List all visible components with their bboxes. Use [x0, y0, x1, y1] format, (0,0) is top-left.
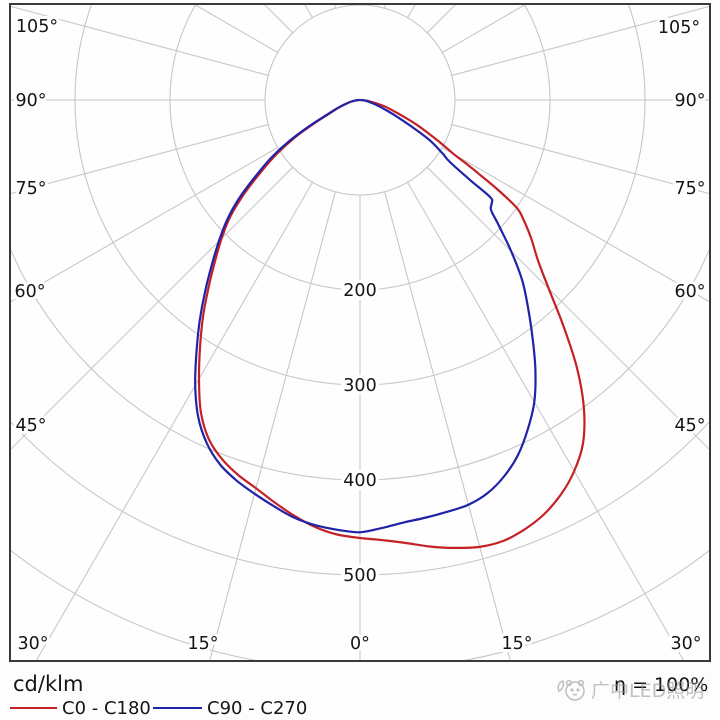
legend-label-c0-c180: C0 - C180	[62, 698, 151, 719]
grid-spoke-45	[426, 166, 710, 451]
curves	[194, 98, 586, 550]
polar-chart: 200 300 400 500 105° 90° 75° 60° 45° 30° 15° 0° 15° 3…	[9, 3, 711, 662]
angle-label-1: 90°	[15, 91, 46, 111]
angle-label-13: 90°	[674, 91, 705, 111]
legend-swatch-c0-c180	[10, 707, 57, 709]
grid-spoke-345	[209, 191, 336, 661]
grid-spoke-105	[451, 5, 710, 76]
unit-label: cd/klm	[13, 672, 84, 696]
legend-label-c90-c270: C90 - C270	[207, 698, 308, 719]
curve-c90-c270	[194, 98, 537, 534]
ring-label-300: 300	[343, 376, 376, 396]
grid-spoke-315	[10, 166, 294, 451]
grid-spoke-330	[35, 181, 313, 661]
watermark-logo-icon	[557, 679, 585, 701]
angle-label-3: 60°	[14, 282, 45, 302]
angle-label-5: 30°	[17, 634, 48, 654]
polar-chart-svg: 200 300 400 500 105° 90° 75° 60° 45° 30° 15° 0° 15° 3…	[9, 3, 711, 662]
ring-label-200: 200	[343, 281, 376, 301]
grid-spoke-300	[10, 147, 279, 303]
grid-spoke-30	[407, 181, 685, 661]
grid-spoke-285	[10, 124, 269, 195]
angle-label-6: 15°	[187, 634, 218, 654]
ring-label-400: 400	[343, 471, 376, 491]
angle-label-10: 45°	[674, 416, 705, 436]
angle-label-9: 30°	[670, 634, 701, 654]
ring-label-500: 500	[343, 566, 376, 586]
chart-legend: C0 - C180 C90 - C270	[0, 698, 520, 719]
angle-label-11: 60°	[674, 282, 705, 302]
grid-spoke-60	[441, 147, 710, 303]
curve-c0-c180	[197, 98, 586, 550]
legend-swatch-c90-c270	[153, 707, 202, 709]
angle-label-14: 105°	[658, 18, 700, 38]
grid-spoke-15	[384, 191, 511, 661]
efficiency-label: η = 100%	[614, 674, 709, 696]
grid-spoke-75	[451, 124, 710, 195]
polar-grid	[10, 4, 710, 661]
angle-label-12: 75°	[674, 179, 705, 199]
grid-spoke-255	[10, 5, 269, 76]
plot-border	[9, 3, 711, 662]
angle-label-8: 15°	[501, 634, 532, 654]
angle-label-2: 75°	[15, 179, 46, 199]
angle-label-0: 105°	[16, 17, 58, 37]
angle-label-4: 45°	[15, 416, 46, 436]
angle-label-7: 0°	[350, 634, 370, 654]
